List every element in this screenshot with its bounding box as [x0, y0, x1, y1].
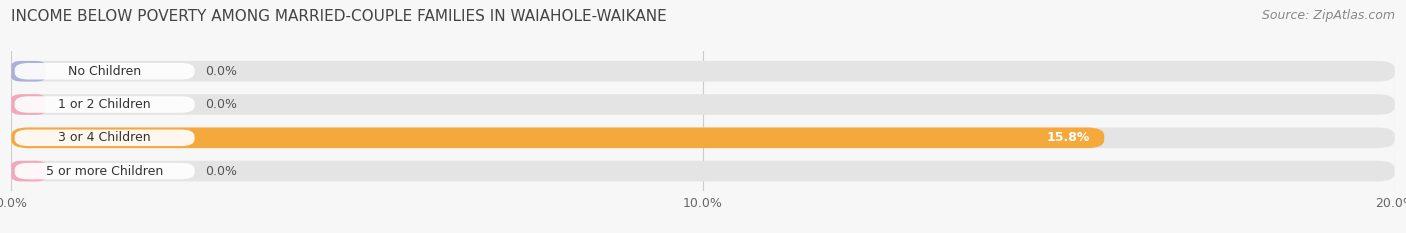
FancyBboxPatch shape: [11, 94, 46, 115]
Text: No Children: No Children: [67, 65, 141, 78]
FancyBboxPatch shape: [14, 96, 194, 113]
Text: 1 or 2 Children: 1 or 2 Children: [58, 98, 150, 111]
FancyBboxPatch shape: [14, 63, 194, 79]
FancyBboxPatch shape: [11, 61, 1395, 82]
FancyBboxPatch shape: [11, 127, 1395, 148]
FancyBboxPatch shape: [11, 61, 46, 82]
FancyBboxPatch shape: [14, 163, 194, 179]
Text: Source: ZipAtlas.com: Source: ZipAtlas.com: [1261, 9, 1395, 22]
FancyBboxPatch shape: [11, 161, 46, 182]
FancyBboxPatch shape: [11, 94, 1395, 115]
Text: 15.8%: 15.8%: [1047, 131, 1091, 144]
Text: 0.0%: 0.0%: [205, 65, 238, 78]
FancyBboxPatch shape: [11, 161, 1395, 182]
Text: 3 or 4 Children: 3 or 4 Children: [58, 131, 150, 144]
FancyBboxPatch shape: [11, 127, 1104, 148]
Text: 5 or more Children: 5 or more Children: [46, 164, 163, 178]
FancyBboxPatch shape: [14, 130, 194, 146]
Text: 0.0%: 0.0%: [205, 164, 238, 178]
Text: INCOME BELOW POVERTY AMONG MARRIED-COUPLE FAMILIES IN WAIAHOLE-WAIKANE: INCOME BELOW POVERTY AMONG MARRIED-COUPL…: [11, 9, 666, 24]
Text: 0.0%: 0.0%: [205, 98, 238, 111]
